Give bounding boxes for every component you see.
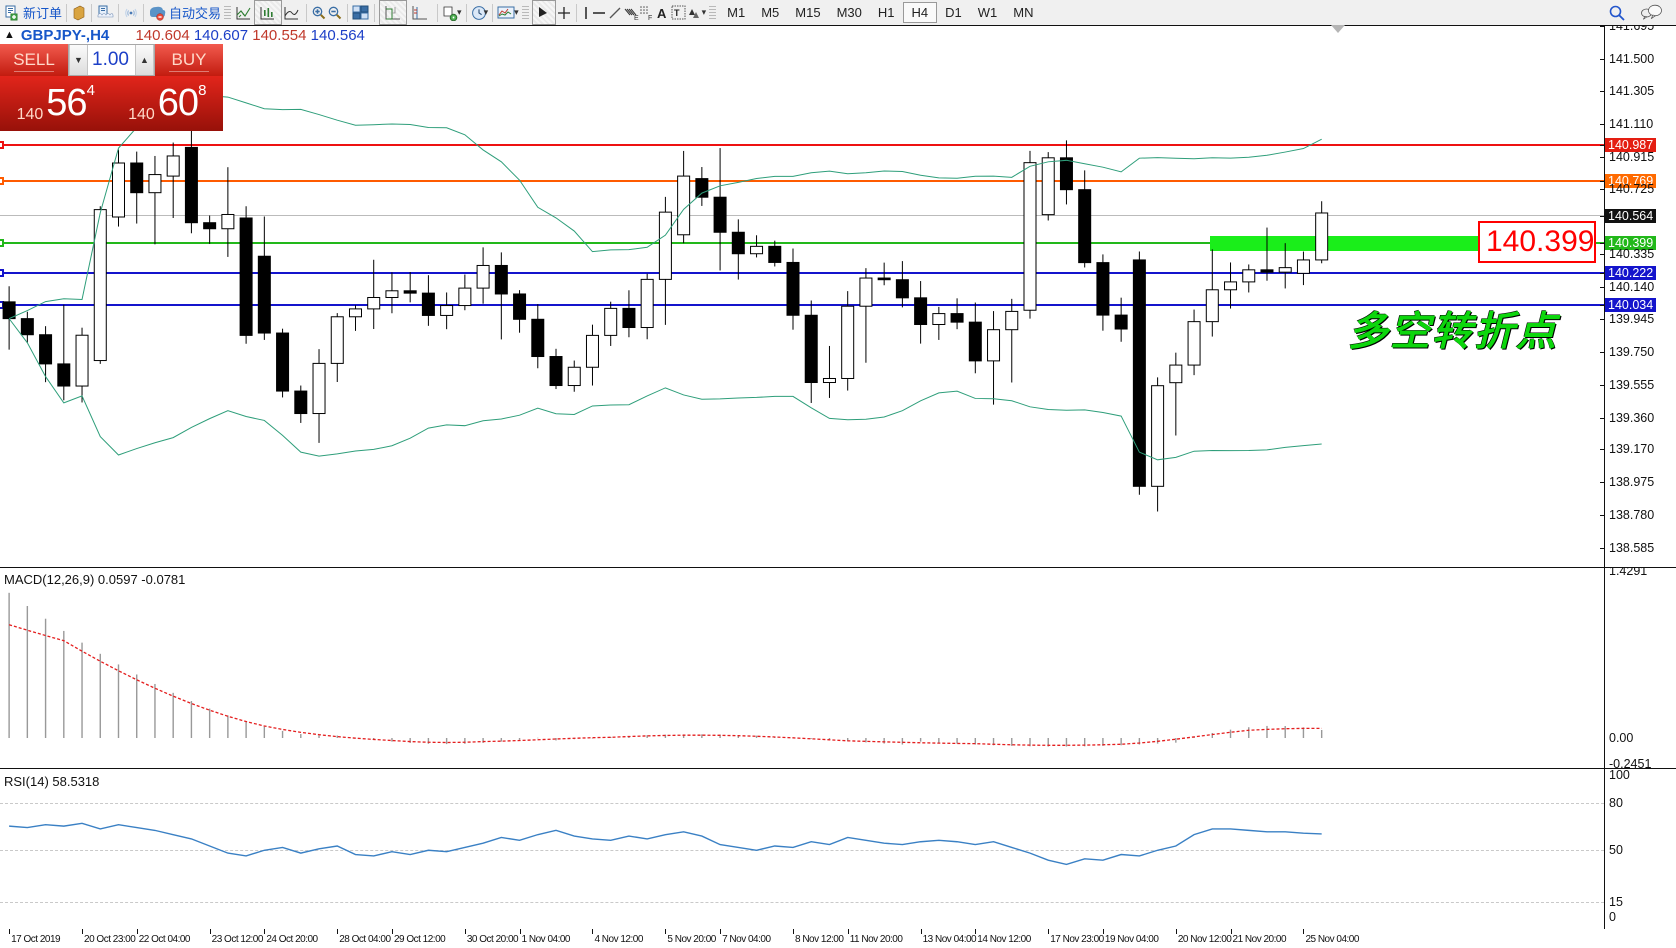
svg-text:T: T (674, 8, 680, 18)
svg-text:A: A (657, 6, 667, 21)
svg-text:F: F (648, 15, 652, 21)
